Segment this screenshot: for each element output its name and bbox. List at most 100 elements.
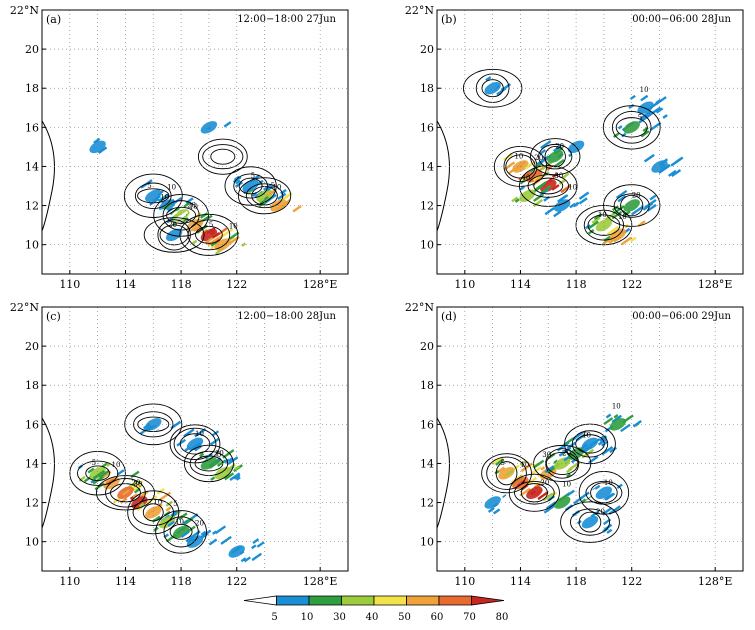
colorbar: 5 10 30 40 50 60 70 80 [243, 595, 508, 623]
rain-cell [227, 125, 240, 136]
rain-cell [617, 195, 627, 203]
rain-cell [620, 236, 633, 246]
colorbar-segment [438, 595, 472, 606]
rain-cell [207, 236, 220, 247]
rain-cell [223, 458, 230, 464]
rain-cell [485, 76, 492, 82]
rain-cell [90, 478, 97, 484]
contour-label: 10 [520, 461, 529, 469]
contour-line [197, 138, 248, 175]
rain-cell [558, 179, 566, 185]
rain-cell [620, 423, 631, 433]
rain-cell [265, 188, 277, 198]
rain-cell [201, 228, 208, 235]
rain-cell [280, 188, 287, 195]
rain-cell [540, 466, 546, 471]
rain-cell [200, 117, 214, 128]
rain-cell [553, 210, 562, 218]
rain-cell [578, 191, 590, 200]
rain-cell [165, 506, 172, 512]
rain-cell [628, 103, 635, 110]
rain-cell [183, 428, 195, 438]
rain-cell [606, 226, 619, 236]
rain-cell [138, 502, 145, 508]
contour-line [575, 434, 605, 454]
rain-core [484, 496, 501, 509]
contour-line [620, 194, 644, 217]
rain-cell [170, 224, 179, 232]
rain-cell [188, 530, 201, 540]
contour-line [538, 143, 573, 170]
y-tick-label: 16 [420, 418, 434, 431]
rain-cell [572, 201, 580, 208]
time-label: 12:00−18:00 28Jun [237, 311, 336, 322]
colorbar-label: 70 [463, 612, 476, 623]
rain-cell [116, 151, 123, 157]
contour-line [611, 111, 652, 144]
contour-line [495, 461, 518, 486]
rain-cell [617, 125, 623, 130]
rain-cell [551, 184, 560, 191]
rain-cell [603, 417, 614, 426]
rain-cell [94, 482, 105, 491]
contour-label: 20 [562, 449, 571, 457]
rain-cell [252, 538, 260, 545]
rain-cell [292, 205, 302, 213]
contour-line [571, 430, 609, 458]
coastline [42, 417, 55, 529]
rain-cell [209, 459, 222, 469]
rain-cell [621, 132, 627, 138]
contour-label: 20 [131, 479, 140, 487]
rain-cell [251, 544, 257, 550]
rain-cell [266, 185, 274, 192]
rain-cell [92, 469, 105, 480]
x-tick-label: 122 [621, 278, 642, 291]
rain-cell [630, 236, 637, 243]
rain-cell [536, 155, 550, 166]
rain-cell [199, 212, 208, 219]
rain-core [595, 486, 613, 500]
rain-cell [578, 197, 588, 205]
rain-cell [613, 414, 619, 419]
rain-cell [553, 459, 559, 464]
colorbar-label: 60 [431, 612, 444, 623]
contour-label: 20 [555, 143, 564, 151]
contour-line [520, 483, 548, 503]
colorbar-label: 10 [301, 612, 314, 623]
rain-core [165, 228, 183, 242]
rain-cell [519, 185, 525, 191]
rain-cell [122, 489, 130, 496]
rain-cell [169, 206, 180, 216]
rain-cell [519, 459, 528, 467]
rain-cell [229, 472, 241, 482]
y-tick-label: 10 [25, 536, 39, 549]
rain-cell [157, 193, 169, 203]
contour-line [173, 427, 217, 461]
rain-cell [209, 437, 220, 446]
y-tick-label: 14 [420, 457, 434, 470]
contour-line [157, 219, 191, 251]
rain-cell [268, 193, 277, 201]
rain-cell [572, 431, 584, 441]
rain-cell [604, 212, 615, 221]
rain-cell [589, 488, 597, 495]
rain-cell [87, 467, 95, 474]
rain-cell [116, 469, 125, 476]
colorbar-label: 30 [333, 612, 346, 623]
contour-line [585, 480, 623, 505]
contour-line [514, 480, 555, 505]
panel-label: (d) [441, 310, 457, 323]
x-tick-label: 122 [226, 278, 247, 291]
x-tick-label: 110 [454, 575, 475, 588]
contour-label: 5 [217, 451, 221, 459]
rain-cell [228, 147, 240, 157]
plot-frame [436, 9, 744, 275]
contour-line [183, 444, 234, 483]
rain-cell [158, 491, 172, 502]
contour-line [508, 473, 560, 512]
rain-cell [183, 201, 191, 208]
rain-cell [540, 185, 552, 194]
rain-cell [184, 517, 194, 525]
contour-label: 10 [175, 518, 184, 526]
